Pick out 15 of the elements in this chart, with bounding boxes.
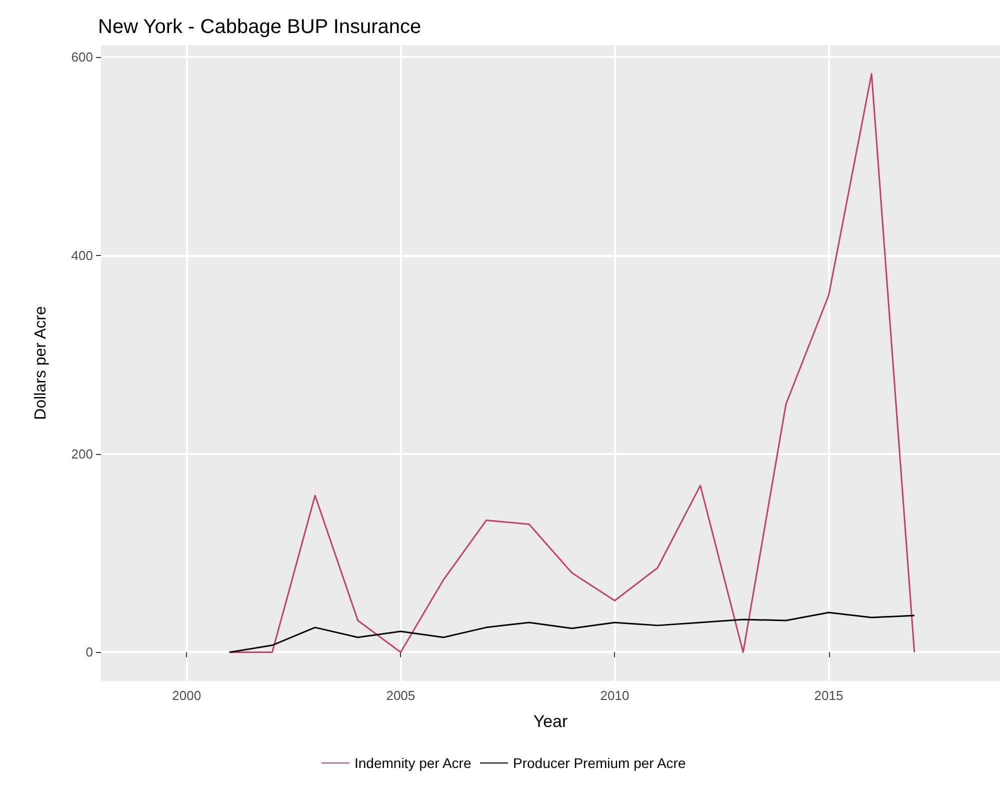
x-tick-label: 2000	[172, 688, 202, 703]
y-axis-title: Dollars per Acre	[32, 306, 50, 420]
y-tick-label: 0	[86, 644, 93, 660]
y-tick-label: 400	[71, 248, 93, 263]
x-tick-label: 2015	[814, 688, 844, 703]
legend-label: Producer Premium per Acre	[512, 755, 686, 771]
x-axis-title: Year	[533, 712, 568, 731]
y-tick-label: 600	[71, 49, 93, 64]
line-series	[228, 73, 916, 653]
x-tick-label: 2005	[386, 688, 416, 703]
x-tick-label: 2010	[600, 688, 630, 703]
legend-label: Indemnity per Acre	[354, 755, 472, 771]
chart-title: New York - Cabbage BUP Insurance	[98, 16, 422, 38]
line-series	[228, 612, 916, 653]
y-tick-label: 200	[71, 446, 93, 462]
